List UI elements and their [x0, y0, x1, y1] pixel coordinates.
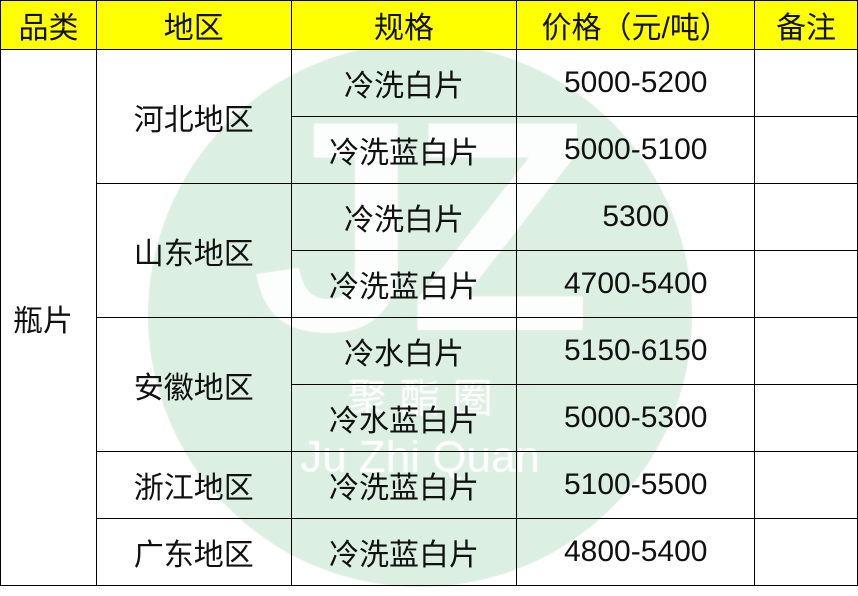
price-cell: 5150-6150 [516, 317, 756, 385]
price-cell: 5000-5300 [516, 384, 756, 452]
price-cell: 5100-5500 [516, 451, 756, 519]
column-header: 备注 [754, 0, 858, 50]
note-cell [754, 116, 858, 184]
note-cell [754, 49, 858, 117]
table-row: 安徽地区 冷水白片 5150-6150 [1, 317, 858, 452]
note-cell [754, 518, 858, 586]
table-row: 山东地区 冷洗白片 5300 [1, 183, 858, 318]
spec-cell: 冷水白片 [290, 317, 518, 385]
column-header: 品类 [0, 0, 97, 50]
spec-cell: 冷洗蓝白片 [290, 116, 518, 184]
column-header: 规格 [290, 0, 518, 50]
price-cell: 5000-5200 [516, 49, 756, 117]
category-cell: 瓶片 [0, 49, 97, 586]
region-cell: 广东地区 [95, 518, 292, 586]
note-cell [754, 384, 858, 452]
note-cell [754, 183, 858, 251]
region-cell: 河北地区 [95, 49, 292, 184]
table-row: 瓶片 河北地区 冷洗白片 5000-5200 [0, 49, 858, 586]
spec-cell: 冷洗蓝白片 [290, 518, 518, 586]
region-cell: 安徽地区 [95, 317, 292, 452]
column-header: 价格（元/吨） [516, 0, 756, 50]
table-row: 广东地区 冷洗蓝白片 4800-5400 [1, 518, 858, 586]
price-cell: 5000-5100 [516, 116, 756, 184]
region-cell: 山东地区 [95, 183, 292, 318]
region-cell: 浙江地区 [95, 451, 292, 519]
column-header: 地区 [95, 0, 292, 50]
spec-cell: 冷洗白片 [290, 49, 518, 117]
note-cell [754, 317, 858, 385]
note-cell [754, 451, 858, 519]
spec-cell: 冷洗蓝白片 [290, 451, 518, 519]
price-cell: 4700-5400 [516, 250, 756, 318]
header-row: 品类 地区 规格 价格（元/吨） 备注 [0, 0, 858, 50]
table-row: 冷水蓝白片 5000-5300 [1, 384, 858, 452]
spec-cell: 冷洗蓝白片 [290, 250, 518, 318]
table-row: 浙江地区 冷洗蓝白片 5100-5500 [1, 451, 858, 519]
price-cell: 4800-5400 [516, 518, 756, 586]
spec-cell: 冷洗白片 [290, 183, 518, 251]
spec-cell: 冷水蓝白片 [290, 384, 518, 452]
price-cell: 5300 [516, 183, 756, 251]
note-cell [754, 250, 858, 318]
